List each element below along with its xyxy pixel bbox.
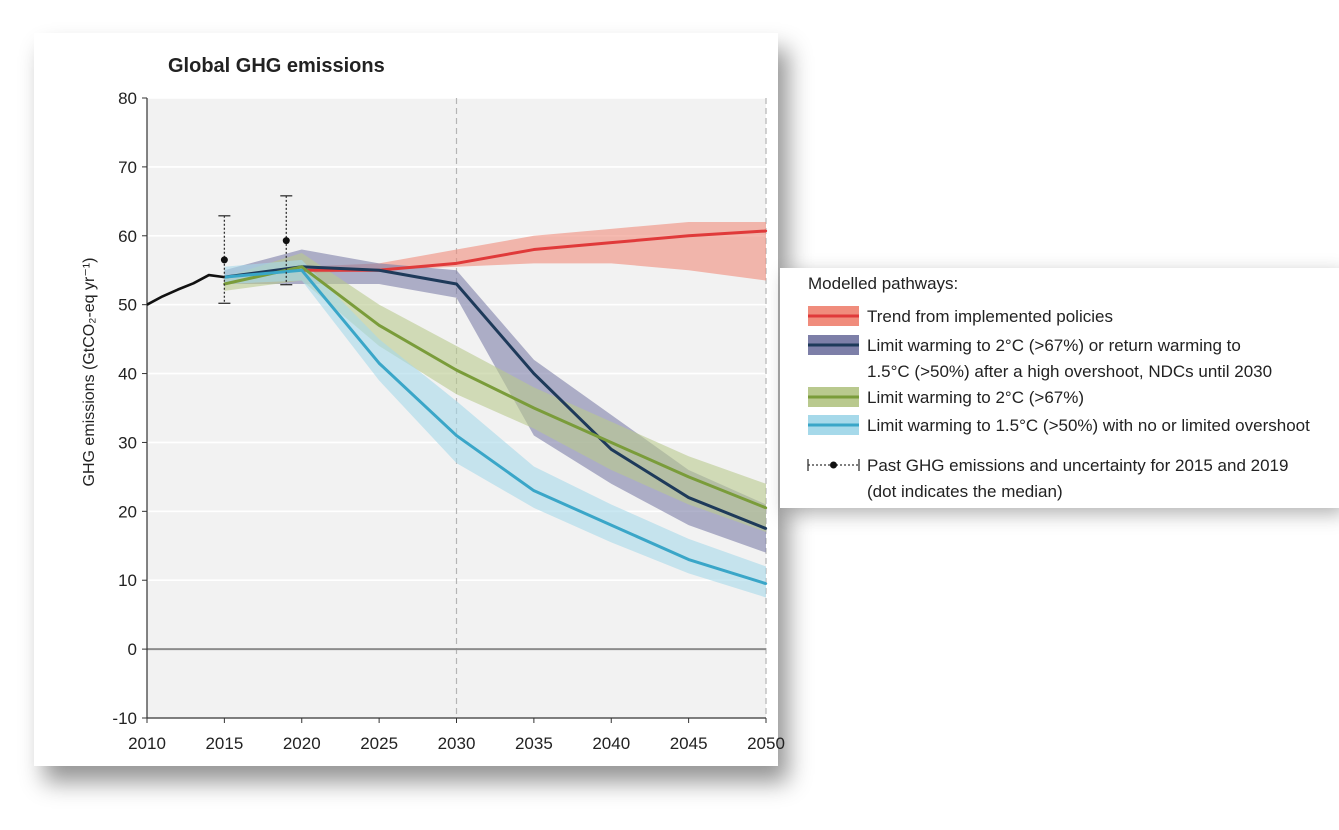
point-policies bbox=[764, 229, 768, 233]
band-1-5c bbox=[224, 259, 766, 598]
legend-box bbox=[780, 268, 1339, 508]
y-axis-label: GHG emissions (GtCO₂-eq yr⁻¹) bbox=[81, 258, 98, 487]
legend-label-1-5c: Limit warming to 1.5°C (>50%) with no or… bbox=[867, 416, 1310, 435]
point-2c bbox=[687, 475, 690, 479]
x-tick-label: 2025 bbox=[360, 734, 398, 753]
x-tick-label: 2015 bbox=[205, 734, 243, 753]
x-tick-label: 2020 bbox=[283, 734, 321, 753]
point-2c bbox=[377, 324, 381, 327]
point-1-5c bbox=[300, 269, 303, 272]
y-tick-label: 30 bbox=[118, 433, 137, 452]
point-2c bbox=[300, 265, 303, 268]
legend-label-ndc-2c: 1.5°C (>50%) after a high overshoot, NDC… bbox=[867, 362, 1272, 381]
chart-title: Global GHG emissions bbox=[168, 55, 385, 77]
x-tick-label: 2040 bbox=[592, 734, 630, 753]
x-tick-label: 2030 bbox=[438, 734, 476, 753]
line-ndc-2c bbox=[224, 265, 767, 530]
point-1-5c bbox=[532, 489, 536, 492]
x-tick-label: 2045 bbox=[670, 734, 708, 753]
point-1-5c bbox=[687, 558, 690, 561]
x-tick-label: 2050 bbox=[747, 734, 785, 753]
point-ndc-2c bbox=[377, 269, 381, 272]
y-tick-label: 80 bbox=[118, 89, 137, 108]
point-2c bbox=[532, 406, 536, 410]
point-1-5c bbox=[455, 434, 458, 437]
x-tick-label: 2035 bbox=[515, 734, 553, 753]
y-tick-label: 60 bbox=[118, 227, 137, 246]
median-dot-2019 bbox=[282, 237, 290, 245]
legend-items: Trend from implemented policies Limit war… bbox=[807, 306, 1310, 501]
point-1-5c bbox=[377, 362, 381, 365]
legend-title: Modelled pathways: bbox=[808, 274, 958, 293]
point-ndc-2c bbox=[764, 527, 768, 530]
legend-past-dot bbox=[830, 461, 837, 469]
point-policies bbox=[455, 262, 458, 265]
point-2c bbox=[610, 441, 613, 444]
legend-label-ndc-2c: Limit warming to 2°C (>67%) or return wa… bbox=[867, 336, 1241, 355]
point-policies bbox=[610, 241, 613, 244]
legend-label-past-emissions: Past GHG emissions and uncertainty for 2… bbox=[867, 456, 1288, 475]
point-ndc-2c bbox=[532, 372, 536, 375]
y-tick-label: 50 bbox=[118, 296, 137, 315]
y-tick-label: 40 bbox=[118, 365, 137, 384]
legend-label-policies: Trend from implemented policies bbox=[867, 307, 1113, 326]
historical-emissions-line bbox=[146, 273, 225, 306]
point-policies bbox=[532, 248, 536, 251]
point-1-5c bbox=[764, 582, 768, 585]
point-2c bbox=[764, 506, 768, 510]
line-2c bbox=[224, 265, 767, 510]
legend-label-2c: Limit warming to 2°C (>67%) bbox=[867, 388, 1084, 407]
y-tick-label: 0 bbox=[128, 640, 137, 659]
x-tick-label: 2010 bbox=[128, 734, 166, 753]
point-2c bbox=[455, 368, 458, 372]
point-ndc-2c bbox=[687, 496, 690, 499]
y-tick-label: -10 bbox=[112, 709, 137, 728]
y-tick-label: 70 bbox=[118, 158, 137, 177]
line-1-5c bbox=[224, 268, 767, 586]
median-dot-2015 bbox=[220, 256, 228, 264]
point-policies bbox=[687, 234, 690, 237]
point-ndc-2c bbox=[610, 448, 613, 451]
y-tick-label: 10 bbox=[118, 571, 137, 590]
point-ndc-2c bbox=[455, 282, 458, 286]
point-1-5c bbox=[610, 523, 613, 527]
y-tick-label: 20 bbox=[118, 502, 137, 521]
legend-label-past-emissions: (dot indicates the median) bbox=[867, 482, 1063, 501]
